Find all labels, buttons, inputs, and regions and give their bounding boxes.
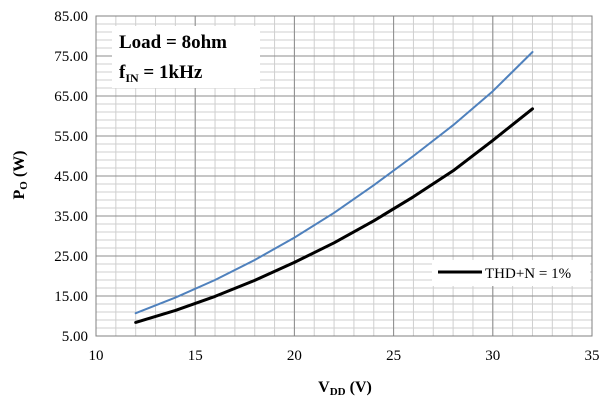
y-axis-title-main: P xyxy=(11,190,28,200)
x-tick-label: 35 xyxy=(585,348,600,364)
series-line-2 xyxy=(134,51,534,315)
x-tick-label: 25 xyxy=(386,348,401,364)
x-tick-labels: 10 15 20 25 30 35 xyxy=(89,348,600,364)
series-layer xyxy=(134,51,534,324)
series-line-1 xyxy=(134,107,534,324)
x-tick-label: 10 xyxy=(89,348,104,364)
x-axis-title-main: V xyxy=(318,379,330,396)
y-tick-label: 5.00 xyxy=(62,329,88,345)
x-tick-label: 30 xyxy=(485,348,500,364)
x-tick-label: 15 xyxy=(188,348,203,364)
annotation-frequency-sub: IN xyxy=(125,71,139,85)
x-axis-title-sub: DD xyxy=(330,386,346,398)
annotation-frequency: fIN = 1kHz xyxy=(119,62,203,85)
y-tick-label: 55.00 xyxy=(54,129,88,145)
y-axis-title-tail: (W) xyxy=(11,151,28,182)
y-axis-title-sub: O xyxy=(18,181,30,190)
plot-area-border xyxy=(95,15,593,337)
x-axis-title-tail: (V) xyxy=(346,379,372,396)
y-tick-labels: 5.00 15.00 25.00 35.00 45.00 55.00 65.00 75.00 8… xyxy=(54,9,88,345)
y-tick-label: 45.00 xyxy=(54,169,88,185)
annotation-frequency-tail: = 1kHz xyxy=(139,62,203,83)
y-tick-label: 35.00 xyxy=(54,209,88,225)
annotation-frequency-main: f xyxy=(119,62,126,83)
annotation-box xyxy=(112,26,260,88)
y-axis-title: PO (W) xyxy=(11,151,30,200)
y-tick-label: 75.00 xyxy=(54,49,88,65)
legend-label: THD+N = 1% xyxy=(485,266,571,282)
annotation-load: Load = 8ohm xyxy=(119,32,227,53)
x-axis-title: VDD (V) xyxy=(318,379,372,398)
y-tick-label: 25.00 xyxy=(54,249,88,265)
y-tick-label: 15.00 xyxy=(54,289,88,305)
y-tick-label: 65.00 xyxy=(54,89,88,105)
y-tick-label: 85.00 xyxy=(54,9,88,25)
x-tick-label: 20 xyxy=(287,348,302,364)
